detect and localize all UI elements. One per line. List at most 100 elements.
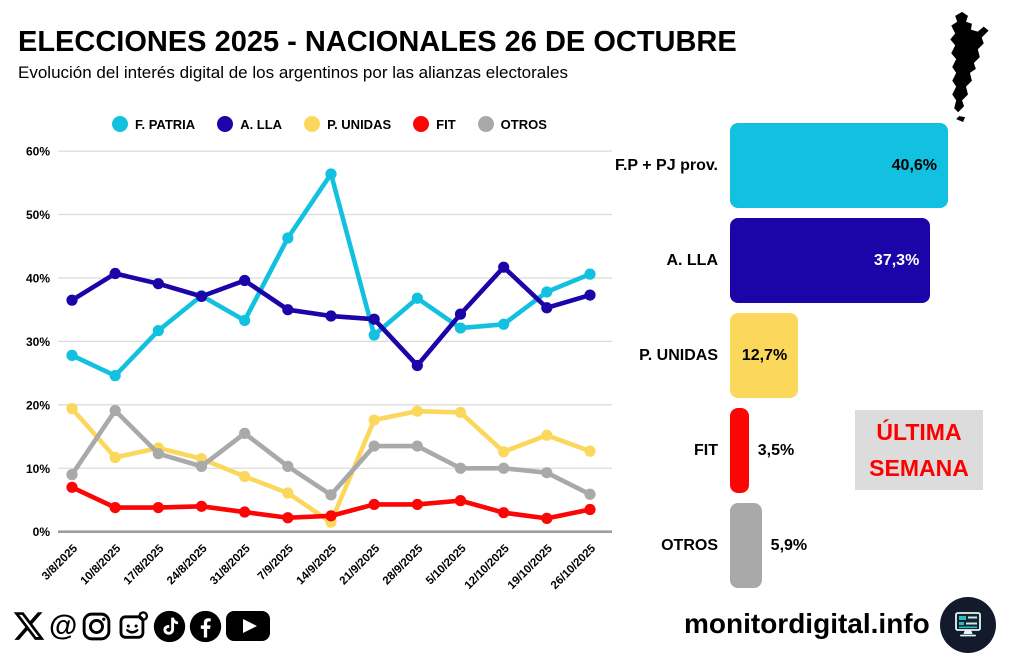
- data-point-f-patria: [325, 168, 337, 180]
- y-axis-tick: 50%: [26, 208, 50, 222]
- tiktok-icon[interactable]: [153, 610, 186, 643]
- data-point-f-patria: [282, 232, 294, 244]
- y-axis-tick: 60%: [26, 145, 50, 159]
- data-point-f-patria: [584, 268, 596, 280]
- threads-icon[interactable]: @: [49, 609, 78, 642]
- legend-dot-otros: [477, 116, 494, 132]
- facebook-icon[interactable]: [189, 610, 222, 643]
- page-subtitle: Evolución del interés digital de los arg…: [18, 63, 568, 82]
- bar-value-label-p-unidas: 12,7%: [741, 347, 788, 364]
- x-axis-tick: 17/8/2025: [122, 542, 167, 587]
- instagram-icon[interactable]: [80, 610, 113, 643]
- data-point-otros: [541, 467, 553, 479]
- data-point-a-lla: [109, 267, 121, 280]
- data-point-f-patria: [498, 318, 510, 330]
- bar-value-label-otros: 5,9%: [770, 537, 808, 554]
- data-point-otros: [239, 427, 251, 439]
- legend-item-f-patria: F. PATRIA: [112, 116, 195, 132]
- data-point-a-lla: [66, 294, 78, 306]
- data-point-a-lla: [411, 359, 423, 372]
- argentina-map-icon: [950, 11, 989, 123]
- data-point-fit: [66, 481, 78, 493]
- legend-label-fit: FIT: [436, 116, 456, 132]
- x-axis-tick: 3/8/2025: [40, 542, 81, 583]
- data-point-p-unidas: [282, 487, 294, 499]
- data-point-f-patria: [239, 314, 251, 327]
- x-axis-tick: 21/9/2025: [338, 542, 383, 587]
- y-axis-tick: 10%: [26, 462, 50, 476]
- chart-legend: F. PATRIA A. LLA P. UNIDAS FIT OTROS: [112, 116, 547, 132]
- data-point-f-patria: [66, 349, 78, 361]
- data-point-f-patria: [411, 292, 423, 304]
- data-point-f-patria: [541, 286, 553, 298]
- bar-value-label-fit: 3,5%: [757, 442, 795, 459]
- data-point-fit: [368, 498, 380, 511]
- data-point-fit: [282, 512, 294, 524]
- legend-label-p-unidas: P. UNIDAS: [327, 116, 392, 132]
- data-point-fit: [325, 510, 337, 522]
- y-axis-tick: 30%: [26, 335, 50, 349]
- data-point-p-unidas: [454, 406, 467, 419]
- x-axis-tick: 10/8/2025: [79, 542, 124, 587]
- data-point-p-unidas: [541, 429, 553, 441]
- data-point-a-lla: [541, 302, 553, 314]
- x-axis-tick: 19/10/2025: [506, 542, 556, 592]
- bar-fit: [730, 408, 749, 493]
- bar-f-p-pj-prov: [730, 123, 949, 208]
- data-point-f-patria: [109, 370, 121, 382]
- legend-item-fit: FIT: [413, 116, 456, 132]
- data-point-fit: [239, 506, 251, 518]
- data-point-a-lla: [454, 308, 467, 320]
- x-axis-tick: 14/9/2025: [294, 542, 339, 587]
- data-point-fit: [541, 512, 553, 524]
- series-line-p-unidas: [69, 406, 593, 525]
- data-point-a-lla: [368, 313, 380, 325]
- youtube-icon[interactable]: [225, 610, 271, 642]
- x-axis-tick: 26/10/2025: [549, 542, 599, 592]
- page-title: ELECCIONES 2025 - NACIONALES 26 DE OCTUB…: [18, 26, 737, 58]
- x-icon[interactable]: [12, 609, 46, 643]
- legend-item-otros: OTROS: [477, 116, 547, 132]
- data-point-otros: [584, 488, 596, 500]
- data-point-fit: [411, 498, 423, 511]
- monitor-logo-icon: [940, 597, 996, 653]
- x-axis-tick: 31/8/2025: [208, 542, 253, 587]
- x-axis-tick: 5/10/2025: [424, 542, 469, 587]
- data-point-f-patria: [152, 325, 164, 337]
- data-point-a-lla: [282, 304, 294, 316]
- kwai-icon[interactable]: [116, 609, 150, 643]
- line-chart: 0% 10% 20% 30% 40% 50% 60% 3/8/202510/8/202517/…: [26, 145, 612, 592]
- data-point-p-unidas: [109, 451, 121, 464]
- data-point-otros: [109, 404, 121, 417]
- data-point-p-unidas: [66, 403, 78, 415]
- bar-a-lla: [730, 218, 931, 303]
- data-point-a-lla: [325, 310, 337, 322]
- data-point-otros: [368, 440, 380, 452]
- x-axis-tick: 24/8/2025: [165, 542, 210, 587]
- data-point-fit: [454, 495, 467, 507]
- bar-value-label-a-lla: 37,3%: [873, 252, 920, 269]
- data-point-otros: [411, 440, 423, 452]
- legend-label-a-lla: A. LLA: [240, 116, 283, 132]
- data-point-a-lla: [195, 290, 208, 302]
- ultima-semana-line1: ÚLTIMA: [876, 419, 962, 445]
- data-point-fit: [498, 507, 510, 519]
- bar-value-label-f-p-pj-prov: 40,6%: [891, 157, 938, 174]
- data-point-a-lla: [498, 261, 510, 273]
- legend-dot-p-unidas: [304, 116, 321, 132]
- data-point-otros: [152, 448, 164, 460]
- data-point-a-lla: [239, 274, 251, 287]
- data-point-a-lla: [584, 289, 596, 301]
- data-point-a-lla: [152, 278, 164, 290]
- data-point-otros: [498, 462, 510, 474]
- x-axis-tick: 7/9/2025: [256, 542, 297, 583]
- site-name: monitordigital.info: [684, 608, 930, 639]
- y-axis-tick: 40%: [26, 271, 50, 285]
- bar-p-unidas: [730, 313, 799, 398]
- y-axis-tick: 0%: [33, 525, 51, 539]
- legend-label-f-patria: F. PATRIA: [135, 116, 196, 132]
- legend-item-a-lla: A. LLA: [217, 116, 282, 132]
- data-point-otros: [282, 460, 294, 472]
- bar-otros: [730, 503, 762, 588]
